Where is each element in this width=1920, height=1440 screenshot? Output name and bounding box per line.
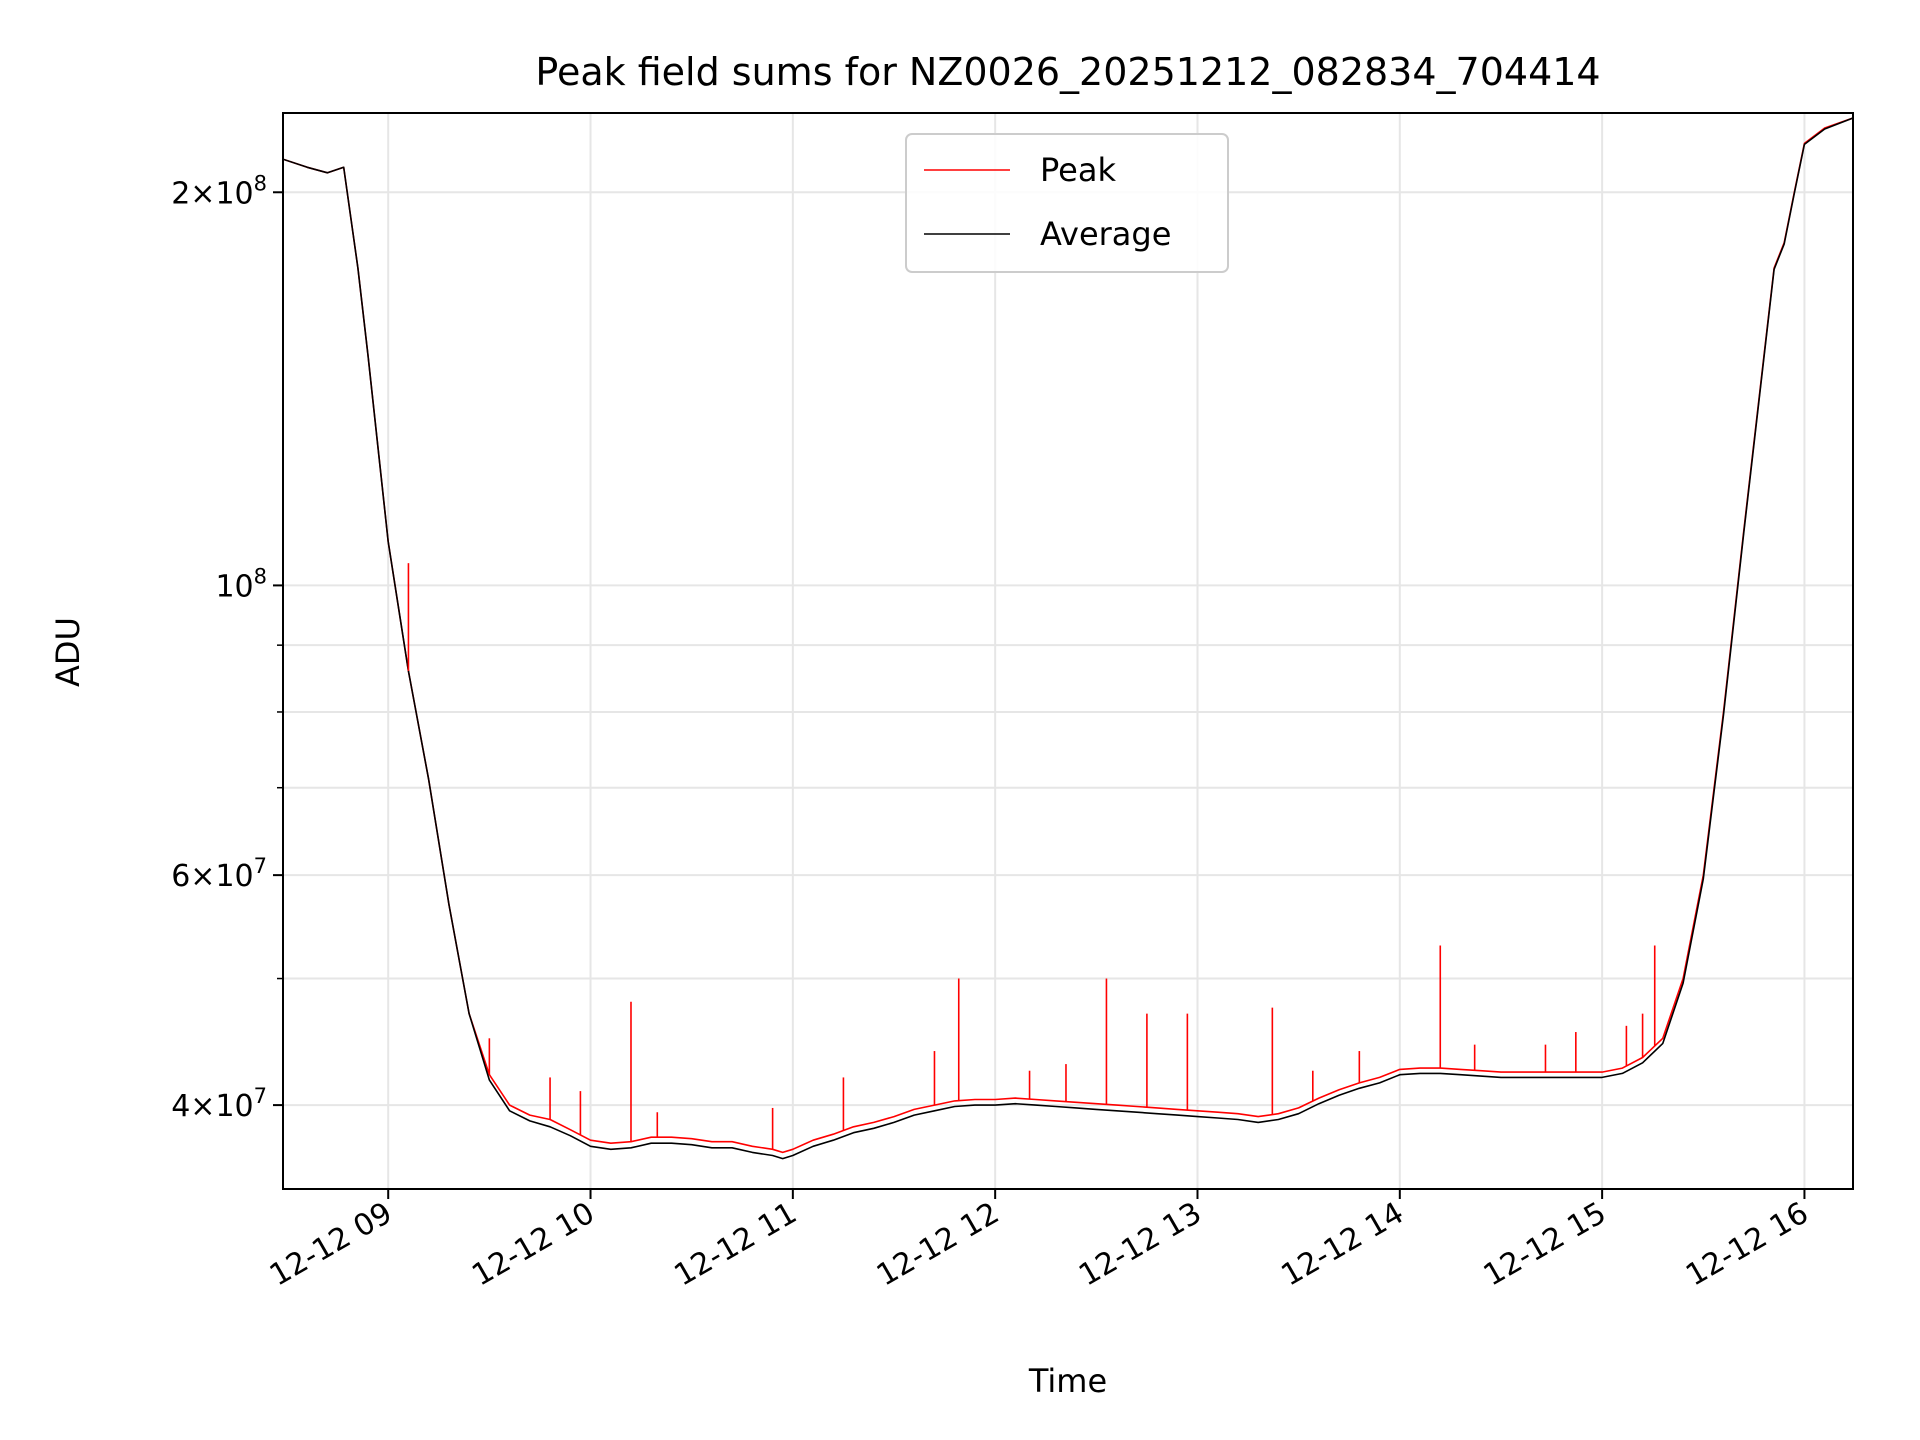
y-tick-label: 6×107 bbox=[171, 854, 267, 894]
series-lines bbox=[283, 117, 1853, 1160]
series-line-average bbox=[283, 117, 1853, 1160]
y-tick-label: 108 bbox=[215, 564, 267, 604]
series-line-peak bbox=[283, 117, 1853, 1154]
legend: Peak Average bbox=[905, 133, 1229, 273]
y-tick-label: 4×107 bbox=[171, 1084, 267, 1124]
legend-box bbox=[905, 133, 1229, 273]
legend-peak-label: Peak bbox=[1040, 151, 1116, 189]
legend-average-label: Average bbox=[1040, 215, 1171, 253]
axes-frame bbox=[282, 112, 1854, 1190]
y-tick-label: 2×108 bbox=[171, 171, 267, 211]
x-axis-title: Time bbox=[1028, 1362, 1107, 1400]
y-axis-title: ADU bbox=[49, 617, 87, 687]
chart-title: Peak field sums for NZ0026_20251212_0828… bbox=[535, 50, 1600, 94]
